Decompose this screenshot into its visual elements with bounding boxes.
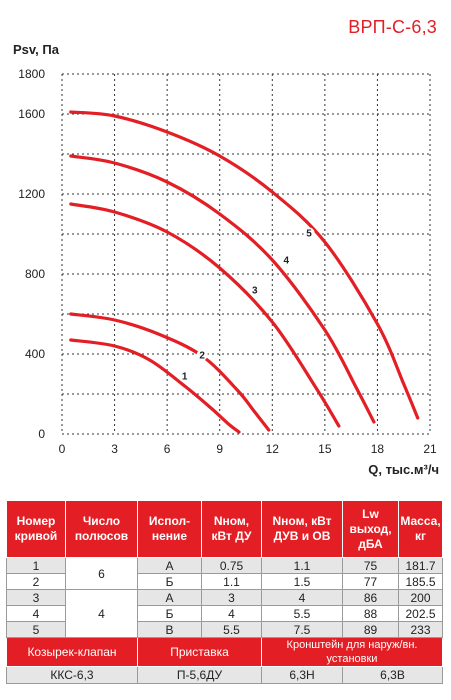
series-label-bg-4 — [280, 254, 292, 266]
series-label-2: 2 — [199, 351, 205, 362]
cell-exec: А — [137, 557, 202, 574]
cell-mass: 200 — [398, 589, 443, 606]
y-tick-label: 1200 — [18, 187, 45, 201]
cell-curve: 2 — [6, 573, 66, 590]
cell-power-du: 1.1 — [201, 573, 262, 590]
cell-curve: 3 — [6, 589, 66, 606]
table-row: 1 6 А 0.75 1.1 75 181.7 — [6, 557, 443, 590]
series-label-1: 1 — [182, 372, 188, 383]
cell-power-du: 4 — [201, 605, 262, 622]
cell-lw: 89 — [342, 621, 399, 638]
cell-power-duv: 5.5 — [261, 605, 343, 622]
cell-power-du: 3 — [201, 589, 262, 606]
specification-table: Номер кривой Число полюсов Испол-нение N… — [6, 500, 443, 684]
header-poles: Число полюсов — [65, 500, 138, 558]
performance-chart: 0 3 6 9 12 15 18 21 0 400 800 1200 1600 1800 12 3 4 5 — [18, 67, 437, 456]
x-tick-label: 3 — [111, 442, 118, 456]
cell-power-duv: 7.5 — [261, 621, 343, 638]
cell-curve: 5 — [6, 621, 66, 638]
x-axis-label: Q, тыс.м³/ч — [368, 462, 439, 477]
table-row: 3 4 А 3 4 86 200 — [6, 589, 443, 638]
header-power-duv: Nном, кВт ДУВ и ОВ — [261, 500, 343, 558]
series-line-2 — [69, 312, 271, 432]
y-tick-label: 1800 — [18, 67, 45, 81]
accessory-label-damper: Козырек-клапан — [6, 637, 138, 667]
table-header-row: Номер кривой Число полюсов Испол-нение N… — [6, 500, 443, 558]
series-line-3 — [69, 202, 341, 428]
header-mass: Масса, кг — [398, 500, 443, 558]
cell-mass: 181.7 — [398, 557, 443, 574]
y-tick-label: 400 — [25, 347, 45, 361]
x-tick-label: 18 — [371, 442, 385, 456]
y-tick-label: 800 — [25, 267, 45, 281]
series-line-5 — [69, 110, 420, 420]
series-label-bg-2 — [196, 349, 208, 361]
table-row: 4 Б 4 5.5 88 202.5 — [6, 605, 443, 622]
table-row: 2 Б 1.1 1.5 77 185.5 — [6, 573, 443, 590]
table-row: 5 В 5.5 7.5 89 233 — [6, 621, 443, 638]
accessory-value-bracket-outdoor: 6,3Н — [261, 666, 343, 684]
cell-curve: 1 — [6, 557, 66, 574]
cell-lw: 77 — [342, 573, 399, 590]
header-power-du: Nном, кВт ДУ — [201, 500, 262, 558]
accessories-values-row: ККС-6,3 П-5,6ДУ 6,3Н 6,3В — [6, 666, 443, 684]
series-line-4 — [69, 154, 376, 424]
series-label-4: 4 — [284, 256, 290, 267]
cell-power-du: 5.5 — [201, 621, 262, 638]
x-tick-label: 6 — [164, 442, 171, 456]
cell-mass: 185.5 — [398, 573, 443, 590]
accessory-value-adapter: П-5,6ДУ — [137, 666, 262, 684]
cell-exec: Б — [137, 605, 202, 622]
cell-exec: А — [137, 589, 202, 606]
cell-lw: 88 — [342, 605, 399, 622]
cell-exec: В — [137, 621, 202, 638]
series-label-bg-5 — [303, 227, 315, 239]
x-tick-label: 12 — [266, 442, 280, 456]
x-tick-label: 15 — [318, 442, 332, 456]
x-tick-label: 9 — [216, 442, 223, 456]
accessory-label-bracket: Кронштейн для наруж/вн. установки — [261, 637, 443, 667]
cell-poles: 4 — [65, 589, 138, 638]
cell-mass: 233 — [398, 621, 443, 638]
y-tick-label: 0 — [38, 427, 45, 441]
header-sound-level: Lw выход, дБА — [342, 500, 399, 558]
cell-lw: 75 — [342, 557, 399, 574]
cell-power-duv: 1.5 — [261, 573, 343, 590]
accessories-header-row: Козырек-клапан Приставка Кронштейн для н… — [6, 637, 443, 667]
header-execution: Испол-нение — [137, 500, 202, 558]
series-label-bg-1 — [179, 370, 191, 382]
y-axis-label: Psv, Па — [13, 42, 59, 57]
accessory-value-damper: ККС-6,3 — [6, 666, 138, 684]
series-label-5: 5 — [306, 229, 312, 240]
x-tick-label: 21 — [423, 442, 437, 456]
series-line-1 — [69, 338, 241, 434]
cell-poles: 6 — [65, 557, 138, 590]
cell-power-duv: 1.1 — [261, 557, 343, 574]
cell-curve: 4 — [6, 605, 66, 622]
accessory-label-adapter: Приставка — [137, 637, 262, 667]
chart-title: ВРП-С-6,3 — [348, 17, 437, 37]
y-tick-label: 1600 — [18, 107, 45, 121]
series-label-3: 3 — [252, 286, 258, 297]
cell-mass: 202.5 — [398, 605, 443, 622]
header-curve-number: Номер кривой — [6, 500, 66, 558]
cell-power-duv: 4 — [261, 589, 343, 606]
accessory-value-bracket-indoor: 6,3В — [342, 666, 443, 684]
series-label-bg-3 — [249, 284, 261, 296]
cell-lw: 86 — [342, 589, 399, 606]
cell-power-du: 0.75 — [201, 557, 262, 574]
x-tick-label: 0 — [59, 442, 66, 456]
cell-exec: Б — [137, 573, 202, 590]
